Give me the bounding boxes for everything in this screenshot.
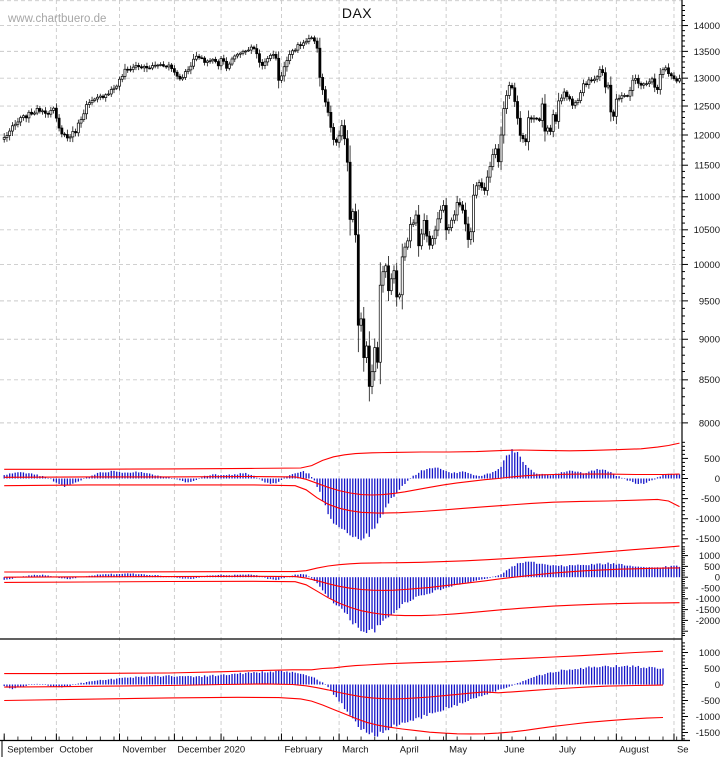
price-axis-label: 8500 (699, 375, 720, 386)
price-axis-label: 13000 (694, 74, 720, 85)
indicator-3-mid-band (4, 683, 664, 700)
indicator-1-axis-label: 500 (704, 454, 720, 465)
price-axis-label: 10000 (694, 260, 720, 271)
indicator-2-axis-label: -1500 (696, 605, 720, 616)
indicator-2-lower-band (4, 580, 680, 617)
indicator-2-mid-band (4, 567, 680, 591)
indicator-3-axis-label: 0 (715, 680, 720, 691)
month-label: 2020 (224, 745, 245, 756)
indicator-1-upper-band (4, 442, 680, 470)
indicator-3-axis-label: -1000 (696, 712, 720, 723)
indicator-1-axis-label: 0 (715, 474, 720, 485)
month-label: August (619, 745, 649, 756)
indicator-1-mid-band (4, 473, 680, 496)
indicator-bands (4, 442, 680, 735)
indicator-3-axis-label: 500 (704, 664, 720, 675)
price-axis-label: 9000 (699, 335, 720, 346)
indicator-1-histogram (3, 449, 681, 541)
indicator-2-axis-label: 0 (715, 573, 720, 584)
month-label: February (284, 745, 322, 756)
indicator-2-axis-label: -2000 (696, 616, 720, 627)
price-axis-label: 10500 (694, 225, 720, 236)
indicator-3-histogram (3, 665, 664, 737)
month-label: April (400, 745, 419, 756)
indicator-1-axis-label: -1000 (696, 514, 720, 525)
month-label: July (559, 745, 576, 756)
price-axis-label: 14000 (694, 21, 720, 32)
price-axis-label: 13500 (694, 47, 720, 58)
axis-labels: 14000 13500 13000 12500 12000 11500 11000 10500… (7, 21, 720, 756)
indicator-2-upper-band (4, 545, 680, 573)
axes (0, 0, 690, 757)
month-label: September (7, 745, 53, 756)
month-label: November (122, 745, 166, 756)
gridlines (0, 0, 682, 741)
month-label: October (59, 745, 93, 756)
indicator-2-axis-label: -1000 (696, 594, 720, 605)
price-axis-label: 12000 (694, 130, 720, 141)
price-axis-label: 8000 (699, 418, 720, 429)
indicator-1-bands (4, 442, 680, 514)
month-label: March (342, 745, 368, 756)
indicator-3-lower-band (4, 696, 664, 735)
indicator-2-axis-label: 500 (704, 562, 720, 573)
price-axis-label: 9500 (699, 296, 720, 307)
indicator-1-axis-label: -1500 (696, 534, 720, 545)
chart-title: DAX (341, 5, 373, 21)
indicator-3-axis-label: 1000 (699, 648, 720, 659)
watermark: www.chartbuero.de (8, 13, 107, 25)
indicator-3-axis-label: -500 (701, 696, 720, 707)
month-label: Se (677, 745, 689, 756)
indicator-2-axis-label: -500 (701, 583, 720, 594)
price-axis-label: 11500 (694, 161, 720, 172)
month-label: December (177, 745, 221, 756)
indicator-3-upper-band (4, 650, 664, 675)
month-label: June (504, 745, 525, 756)
price-axis-label: 12500 (694, 101, 720, 112)
indicator-3-bands (4, 650, 664, 735)
indicator-2-axis-label: 1000 (699, 551, 720, 562)
price-axis-label: 11000 (694, 192, 720, 203)
month-label: May (449, 745, 467, 756)
indicator-1-axis-label: -500 (701, 494, 720, 505)
indicator-2-bands (4, 545, 680, 617)
indicator-3-axis-label: -1500 (696, 728, 720, 739)
candlestick-series (2, 34, 681, 402)
indicator-1-lower-band (4, 484, 680, 514)
